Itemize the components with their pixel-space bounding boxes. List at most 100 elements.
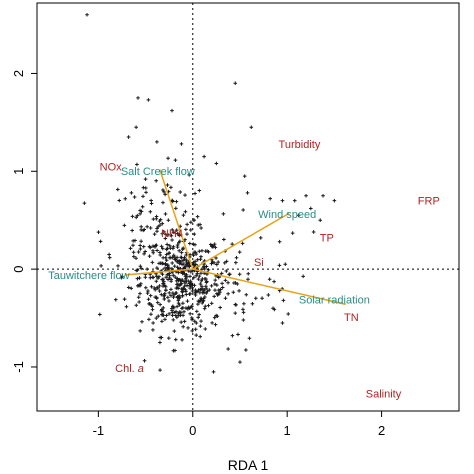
sample-point (164, 275, 168, 280)
sample-point (163, 262, 168, 267)
sample-point (198, 334, 202, 339)
sample-point (186, 307, 190, 311)
sample-point (164, 258, 169, 263)
sample-point (180, 338, 184, 342)
sample-point (175, 259, 179, 264)
sample-point (215, 293, 220, 297)
sample-point (205, 289, 210, 293)
sample-point (96, 230, 101, 234)
sample-point (212, 261, 216, 265)
sample-point (171, 244, 176, 249)
sample-point (149, 303, 154, 307)
sample-point (211, 245, 215, 249)
sample-point (170, 261, 175, 265)
sample-point (175, 315, 179, 320)
sample-point (161, 255, 165, 260)
sample-point (233, 81, 238, 86)
sample-point (173, 337, 178, 342)
sample-point (160, 231, 165, 236)
sample-point (213, 288, 217, 292)
sample-point (221, 212, 226, 216)
sample-point (200, 301, 205, 305)
sample-point (169, 233, 174, 238)
sample-point (201, 298, 206, 303)
sample-point (197, 188, 202, 193)
sample-point (182, 284, 187, 288)
sample-point (183, 274, 188, 279)
sample-point (142, 252, 146, 256)
sample-point (120, 274, 124, 279)
sample-point (197, 274, 202, 278)
sample-point (159, 292, 164, 297)
sample-point (126, 135, 131, 139)
sample-point (215, 262, 219, 267)
sample-point (258, 236, 263, 240)
sample-point (175, 255, 179, 260)
sample-point (277, 239, 282, 244)
sample-point (220, 285, 225, 290)
sample-point (166, 156, 170, 161)
sample-point (242, 174, 247, 178)
sample-point (212, 242, 217, 246)
sample-point (189, 270, 193, 274)
sample-point (182, 255, 187, 260)
sample-point (172, 292, 176, 297)
sample-point (167, 273, 172, 278)
sample-point (159, 244, 164, 249)
sample-point (129, 191, 134, 195)
sample-point (234, 255, 239, 260)
sample-point (170, 228, 175, 232)
sample-point (280, 321, 285, 325)
sample-point (117, 198, 122, 203)
sample-point (165, 183, 170, 187)
sample-point (171, 230, 176, 235)
sample-point (222, 261, 227, 265)
sample-point (143, 249, 147, 254)
sample-point (233, 311, 238, 315)
arrow-label-tauwitchere-flow: Tauwitchere flow (48, 270, 129, 282)
arrow-solar-radiation (192, 268, 346, 306)
sample-point (177, 310, 182, 314)
sample-point (147, 254, 152, 258)
sample-point (231, 290, 236, 295)
sample-point (142, 358, 147, 363)
sample-point (133, 238, 137, 243)
sample-point (216, 288, 221, 292)
sample-point (193, 242, 197, 247)
sample-point (203, 304, 208, 309)
sample-point (184, 227, 188, 232)
sample-point (281, 298, 286, 303)
sample-point (159, 308, 164, 313)
sample-point (147, 244, 152, 249)
sample-point (98, 312, 102, 317)
sample-point (188, 241, 192, 246)
sample-point (241, 318, 246, 322)
sample-point (163, 284, 168, 289)
sample-point (272, 307, 277, 312)
sample-point (223, 278, 228, 283)
sample-point (188, 311, 192, 316)
sample-point (198, 282, 203, 286)
sample-point (82, 201, 87, 205)
sample-point (199, 297, 204, 301)
sample-point (204, 264, 209, 269)
y-tick-label: -1 (11, 361, 26, 373)
sample-point (189, 220, 193, 225)
sample-point (163, 266, 167, 270)
sample-point (209, 261, 214, 266)
sample-point (155, 229, 159, 233)
sample-point (164, 252, 169, 257)
sample-point (179, 320, 183, 324)
sample-point (181, 324, 185, 329)
sample-point (148, 293, 153, 298)
sample-point (199, 226, 203, 230)
sample-point (193, 191, 197, 196)
sample-point (202, 306, 207, 311)
sample-point (182, 319, 187, 324)
sample-point (137, 300, 141, 304)
sample-point (170, 199, 175, 204)
sample-point (277, 263, 282, 268)
sample-point (163, 192, 167, 197)
sample-point (235, 282, 240, 286)
sample-point (169, 279, 173, 284)
